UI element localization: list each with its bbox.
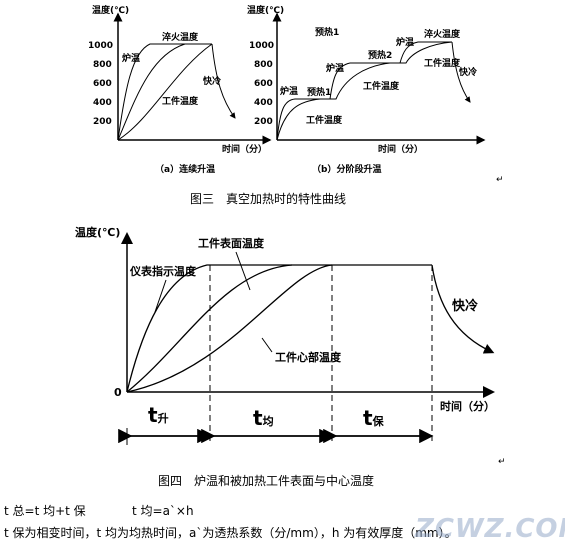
label-fast-cool: 快冷 [203,75,221,87]
t-rise-label: t升 [148,403,169,427]
furnace-step-curve [276,41,452,141]
leader-instrument [154,279,167,313]
y-tick-200: 200 [93,117,112,127]
surface-curve [126,264,293,393]
y-tick-600: 600 [254,79,273,89]
origin-label: 0 [114,386,122,399]
chart-staged-heating: 温度(℃) 1000 800 600 400 200 预热1 炉温 预热1 炉温… [247,4,486,175]
label-quench: 淬火温度 [162,31,199,43]
fast-cool-curve [431,264,495,354]
label-preheat1-top: 预热1 [315,26,339,38]
label-preheat2: 预热2 [368,49,392,61]
workpiece-curve-2 [117,43,213,141]
subcaption-b: （b）分阶段升温 [312,163,381,175]
y-tick-400: 400 [254,98,273,108]
label-furnace-left: 炉温 [280,85,298,97]
formula-even-time: t 均=a`×h [132,504,194,518]
y-tick-200: 200 [254,117,273,127]
y-tick-1000: 1000 [249,41,274,51]
y-tick-800: 800 [93,60,112,70]
chart-furnace-surface-core: 温度(℃) 工件表面温度 仪表指示温度 工件心部温度 快冷 0 时间（分） t升… [75,225,495,445]
y-tick-400: 400 [93,98,112,108]
x-axis-label: 时间（分） [440,399,495,413]
workpiece-step-curve [276,41,453,141]
leader-surface [235,251,251,291]
label-surface: 工件表面温度 [198,236,265,250]
label-quench: 淬火温度 [424,28,461,40]
y-tick-600: 600 [93,79,112,89]
watermark-logo: ZCWZ.COM [415,514,565,544]
return-mark-1: ↵ [496,175,504,185]
t-even-label: t均 [253,406,274,430]
core-curve [126,264,333,393]
furnace-curve [117,43,212,141]
return-mark-2: ↵ [498,457,506,467]
chart-continuous-heating: 温度(℃) 1000 800 600 400 200 炉温 淬火温度 工件温度 … [88,4,272,175]
formula-total-time: t 总=t 均+t 保 [4,504,86,518]
figure4-caption: 图四 炉温和被加热工件表面与中心温度 [158,474,375,488]
fast-cool-curve [451,41,471,103]
formula-explanation: t 保为相变时间，t 均为均热时间，a`为透热系数（分/mm），h 为有效厚度（… [4,526,457,540]
y-tick-1000: 1000 [88,41,113,51]
label-preheat1: 预热1 [307,86,331,98]
fast-cool-curve [211,43,236,119]
instrument-curve [126,264,432,393]
figure3-caption: 图三 真空加热时的特性曲线 [190,192,347,206]
subcaption-a: （a）连续升温 [155,163,215,175]
label-work: 工件温度 [162,95,199,107]
x-axis-label: 时间（分） [222,143,267,155]
t-hold-label: t保 [363,406,385,430]
label-instrument: 仪表指示温度 [129,264,197,278]
label-fast-cool: 快冷 [452,298,478,314]
label-work-mid: 工件温度 [363,80,400,92]
label-work-left: 工件温度 [306,114,343,126]
x-axis-label: 时间（分） [378,143,423,155]
label-furnace: 炉温 [122,52,140,64]
y-axis-label: 温度(℃) [92,4,129,16]
y-axis-label: 温度(℃) [247,4,284,16]
label-core: 工件心部温度 [275,350,342,364]
workpiece-curve-1 [117,43,212,141]
label-work-right: 工件温度 [424,57,461,69]
y-tick-800: 800 [254,60,273,70]
y-axis-label: 温度(℃) [75,225,120,239]
label-fast-cool: 快冷 [459,66,477,78]
label-furnace-right: 炉温 [396,36,414,48]
leader-core [261,337,273,353]
label-furnace-mid: 炉温 [326,62,344,74]
